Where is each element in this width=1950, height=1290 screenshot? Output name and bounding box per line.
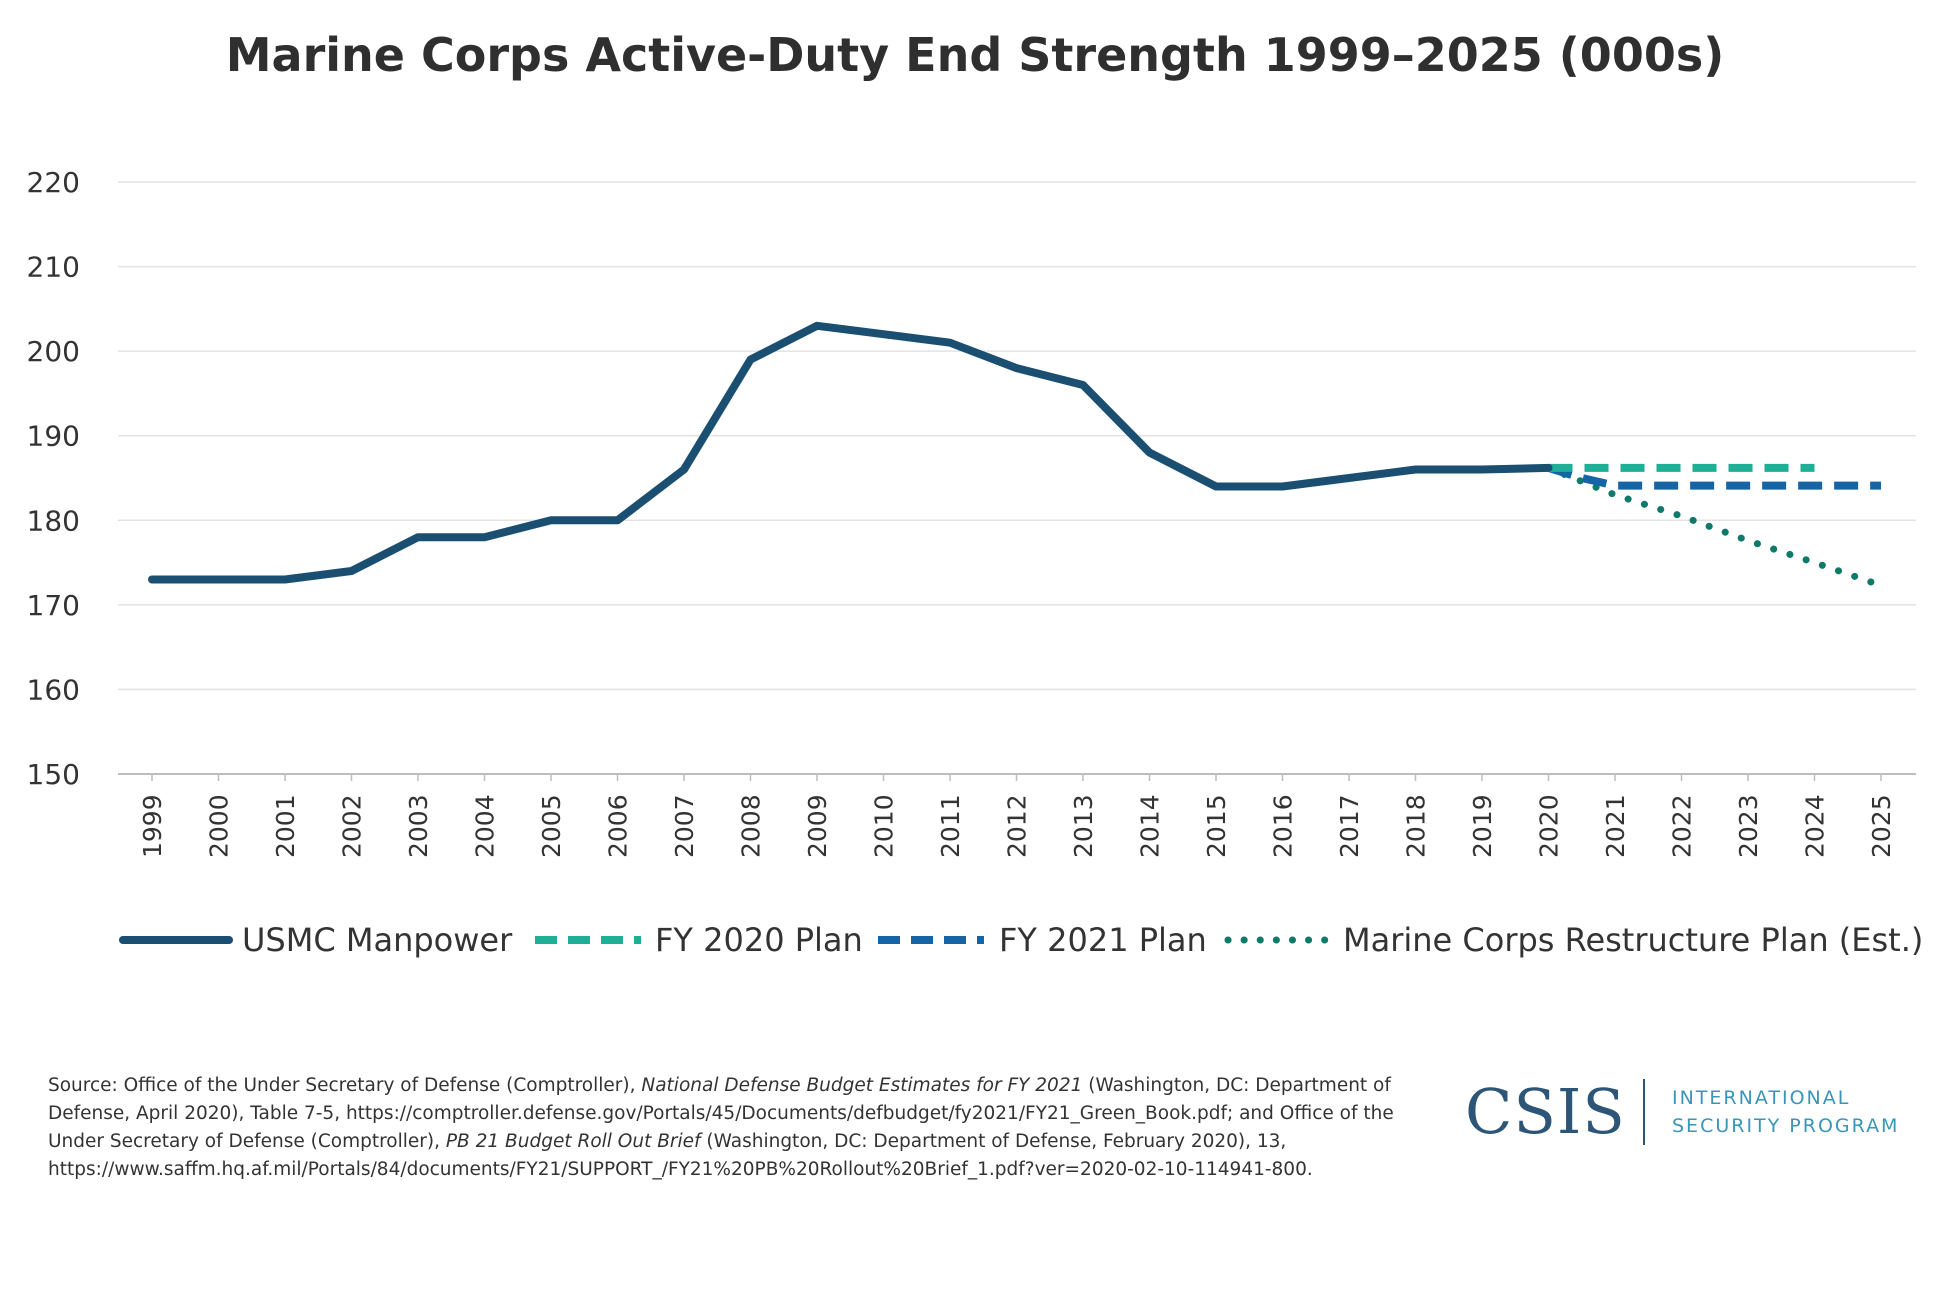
- x-tick-label: 2019: [1468, 794, 1497, 858]
- y-tick-label: 210: [27, 251, 80, 284]
- chart-title: Marine Corps Active-Duty End Strength 19…: [225, 28, 1725, 82]
- logo-program-line1: INTERNATIONAL: [1672, 1087, 1851, 1109]
- series-lines: [148, 321, 1885, 589]
- series-line-marine-corps-restructure-plan-est: [1545, 464, 1885, 589]
- y-tick-label: 190: [27, 420, 80, 453]
- x-tick-label: 2001: [271, 794, 300, 858]
- x-tick-label: 2018: [1402, 794, 1431, 858]
- x-tick-label: 2013: [1069, 794, 1098, 858]
- x-tick-label: 2003: [404, 794, 433, 858]
- y-tick-label: 200: [27, 335, 80, 368]
- legend-label: FY 2020 Plan: [655, 921, 863, 959]
- legend-label: Marine Corps Restructure Plan (Est.): [1343, 921, 1923, 959]
- source-text-2: (Washington, DC: Department of Defense, …: [48, 1075, 1394, 1152]
- x-tick-label: 2002: [338, 794, 367, 858]
- source-title-2: PB 21 Budget Roll Out Brief: [445, 1131, 701, 1152]
- x-tick-label: 2023: [1734, 794, 1763, 858]
- gridlines: [118, 181, 1916, 775]
- x-tick-label: 2000: [205, 794, 234, 858]
- x-tick-label: 2014: [1136, 794, 1165, 858]
- legend-label: FY 2021 Plan: [999, 921, 1207, 959]
- series-line-usmc-manpower: [148, 321, 1553, 584]
- x-tick-label: 2011: [936, 794, 965, 858]
- y-axis: 150 160 170 180 190 200 210 220: [27, 166, 80, 791]
- legend-label: USMC Manpower: [242, 921, 513, 959]
- x-tick-label: 2015: [1202, 794, 1231, 858]
- y-tick-label: 150: [27, 758, 80, 791]
- source-note: Source: Office of the Under Secretary of…: [48, 1072, 1398, 1184]
- source-text-1: Source: Office of the Under Secretary of…: [48, 1075, 642, 1096]
- x-tick-label: 2024: [1801, 794, 1830, 858]
- series-line-fy-2021-plan: [1547, 464, 1881, 490]
- x-tick-label: 2010: [870, 794, 899, 858]
- x-tick-label: 2008: [737, 794, 766, 858]
- y-tick-label: 170: [27, 589, 80, 622]
- x-tick-label: 2009: [803, 794, 832, 858]
- y-tick-label: 220: [27, 166, 80, 199]
- y-tick-label: 160: [27, 673, 80, 706]
- logo-wordmark: CSIS: [1465, 1075, 1626, 1148]
- x-tick-label: 2020: [1535, 794, 1564, 858]
- source-title-1: National Defense Budget Estimates for FY…: [641, 1075, 1083, 1096]
- x-tick-label: 2017: [1335, 794, 1364, 858]
- x-tick-label: 1999: [138, 794, 167, 858]
- line-chart: 150 160 170 180 190 200 210 220 1999 2000 2001 200…: [27, 166, 1924, 959]
- legend: USMC Manpower FY 2020 Plan FY 2021 Plan Mar…: [119, 921, 1923, 959]
- x-tick-label: 2022: [1668, 794, 1697, 858]
- source-text-3: (Washington, DC: Department of Defense, …: [48, 1131, 1313, 1180]
- x-tick-label: 2021: [1601, 794, 1630, 858]
- x-tick-label: 2005: [537, 794, 566, 858]
- x-tick-label: 2006: [604, 794, 633, 858]
- x-tick-label: 2012: [1003, 794, 1032, 858]
- x-tick-label: 2004: [471, 794, 500, 858]
- x-tick-label: 2025: [1867, 794, 1896, 858]
- csis-logo: CSIS INTERNATIONAL SECURITY PROGRAM: [1465, 1075, 1925, 1155]
- x-tick-label: 2016: [1269, 794, 1298, 858]
- logo-program-line2: SECURITY PROGRAM: [1672, 1115, 1900, 1137]
- y-tick-label: 180: [27, 504, 80, 537]
- x-axis: 1999 2000 2001 2002 2003 2004 2005 2006 2007 2008…: [138, 774, 1896, 858]
- logo-divider: [1643, 1079, 1645, 1145]
- x-tick-label: 2007: [670, 794, 699, 858]
